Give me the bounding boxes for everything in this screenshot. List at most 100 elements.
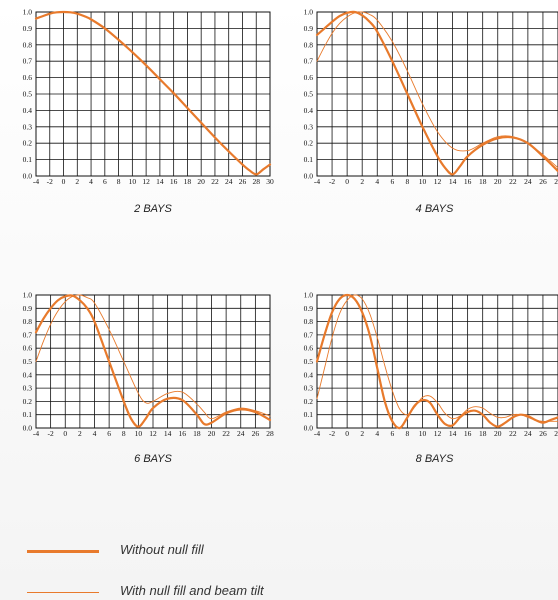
x-tick-label: 14 (164, 429, 172, 438)
x-tick-label: 26 (539, 429, 547, 438)
x-tick-label: 14 (156, 177, 164, 186)
series-line-without-null-fill (315, 293, 558, 430)
x-tick-label: 16 (464, 177, 472, 186)
x-tick-label: 20 (197, 177, 205, 186)
x-tick-label: 2 (75, 177, 79, 186)
x-tick-label: 28 (252, 177, 260, 186)
y-tick-label: 0.0 (23, 424, 33, 433)
chart-panel-1: -4 -2 0 2 4 6 8 10 12 14 16 18 20 22 24 26 28 300.00.10.2… (23, 8, 274, 216)
legend-line-thin (27, 592, 99, 593)
x-tick-label: 8 (406, 177, 410, 186)
y-tick-label: 0.9 (304, 24, 314, 33)
x-tick-label: 4 (89, 177, 93, 186)
chart-caption: 4 BAYS (416, 203, 454, 215)
y-tick-label: 0.7 (304, 57, 314, 66)
y-tick-label: 0.4 (23, 370, 33, 379)
y-tick-label: 0.5 (23, 90, 33, 99)
chart-panel-4: -4-202468101214161820222426280.00.10.20.… (304, 291, 558, 465)
x-tick-label: 24 (237, 429, 245, 438)
y-tick-label: 0.8 (23, 40, 33, 49)
chart-caption: 6 BAYS (134, 453, 172, 465)
y-tick-label: 0.3 (304, 122, 314, 131)
y-tick-label: 0.3 (23, 384, 33, 393)
x-tick-label: 8 (406, 429, 410, 438)
x-tick-label: 22 (211, 177, 219, 186)
x-tick-label: 26 (252, 429, 260, 438)
x-tick-label: 12 (142, 177, 150, 186)
y-tick-label: 0.8 (23, 317, 33, 326)
chart-panel-3: -4 -2 0 2 4 6 8 10 12 14 16 18 20 22 24 26 280.00.10.20.… (23, 291, 274, 466)
series-line-without-null-fill (34, 10, 272, 176)
y-tick-label: 0.3 (304, 384, 314, 393)
y-tick-label: 1.0 (23, 8, 33, 17)
x-tick-label: 0 (63, 429, 67, 438)
x-tick-label: 16 (170, 177, 178, 186)
x-tick-label: 20 (494, 177, 502, 186)
x-tick-label: 10 (129, 177, 137, 186)
legend-label-thick: Without null fill (120, 542, 204, 557)
x-tick-label: 8 (117, 177, 121, 186)
y-tick-label: 0.2 (304, 397, 314, 406)
x-tick-label: 2 (360, 177, 364, 186)
x-tick-label: 24 (524, 177, 532, 186)
y-tick-label: 1.0 (304, 8, 314, 17)
series-line-without-null-fill (34, 294, 272, 428)
x-tick-label: 20 (208, 429, 216, 438)
chart-caption: 8 BAYS (416, 453, 454, 465)
y-tick-label: 1.0 (304, 291, 314, 300)
y-tick-label: 0.2 (304, 139, 314, 148)
x-tick-label: 4 (375, 177, 379, 186)
legend-label-thin: With null fill and beam tilt (120, 583, 264, 598)
y-tick-label: 0.7 (23, 57, 33, 66)
y-tick-label: 0.6 (23, 73, 33, 82)
x-tick-label: 12 (434, 429, 442, 438)
x-tick-label: 16 (464, 429, 472, 438)
series-line-with-null-fill (316, 294, 558, 422)
x-tick-label: 6 (107, 429, 111, 438)
x-tick-label: 28 (554, 429, 558, 438)
x-tick-label: 18 (479, 177, 487, 186)
x-tick-label: -4 (314, 177, 320, 186)
x-tick-label: 18 (479, 429, 487, 438)
y-tick-label: 0.5 (304, 357, 314, 366)
x-tick-label: 20 (494, 429, 502, 438)
x-tick-label: 18 (193, 429, 201, 438)
chart-panel-2: -4-202468101214161820222426280.00.10.20.… (304, 8, 558, 215)
y-tick-label: 0.6 (23, 344, 33, 353)
y-tick-label: 0.1 (23, 155, 33, 164)
y-tick-label: 0.2 (23, 397, 33, 406)
y-tick-label: 0.9 (304, 304, 314, 313)
x-tick-label: 10 (419, 429, 427, 438)
chart-caption: 2 BAYS (133, 203, 172, 215)
x-tick-label: 0 (345, 429, 349, 438)
y-tick-label: 0.0 (304, 172, 314, 181)
x-tick-label: 14 (449, 429, 457, 438)
series-line-with-null-fill (316, 11, 558, 169)
x-tick-label: 6 (390, 429, 394, 438)
x-tick-label: 4 (375, 429, 379, 438)
y-tick-label: 0.0 (23, 172, 33, 181)
x-tick-label: 6 (103, 177, 107, 186)
x-tick-label: -2 (48, 429, 54, 438)
y-tick-label: 0.7 (304, 330, 314, 339)
x-tick-label: 24 (225, 177, 233, 186)
x-tick-label: 12 (434, 177, 442, 186)
y-tick-label: 0.4 (23, 106, 33, 115)
y-tick-label: 0.3 (23, 122, 33, 131)
y-tick-label: 0.5 (23, 357, 33, 366)
y-tick-label: 0.0 (304, 424, 314, 433)
x-tick-label: 12 (149, 429, 157, 438)
x-tick-label: -4 (33, 177, 39, 186)
y-tick-label: 0.1 (304, 410, 314, 419)
y-tick-label: 0.9 (23, 304, 33, 313)
series-line-with-null-fill (35, 294, 271, 420)
x-tick-label: 26 (539, 177, 547, 186)
plot-frame (316, 11, 558, 177)
x-tick-label: 24 (524, 429, 532, 438)
x-tick-label: 26 (239, 177, 247, 186)
y-tick-label: 1.0 (23, 291, 33, 300)
x-tick-label: 10 (419, 177, 427, 186)
x-tick-label: 6 (390, 177, 394, 186)
